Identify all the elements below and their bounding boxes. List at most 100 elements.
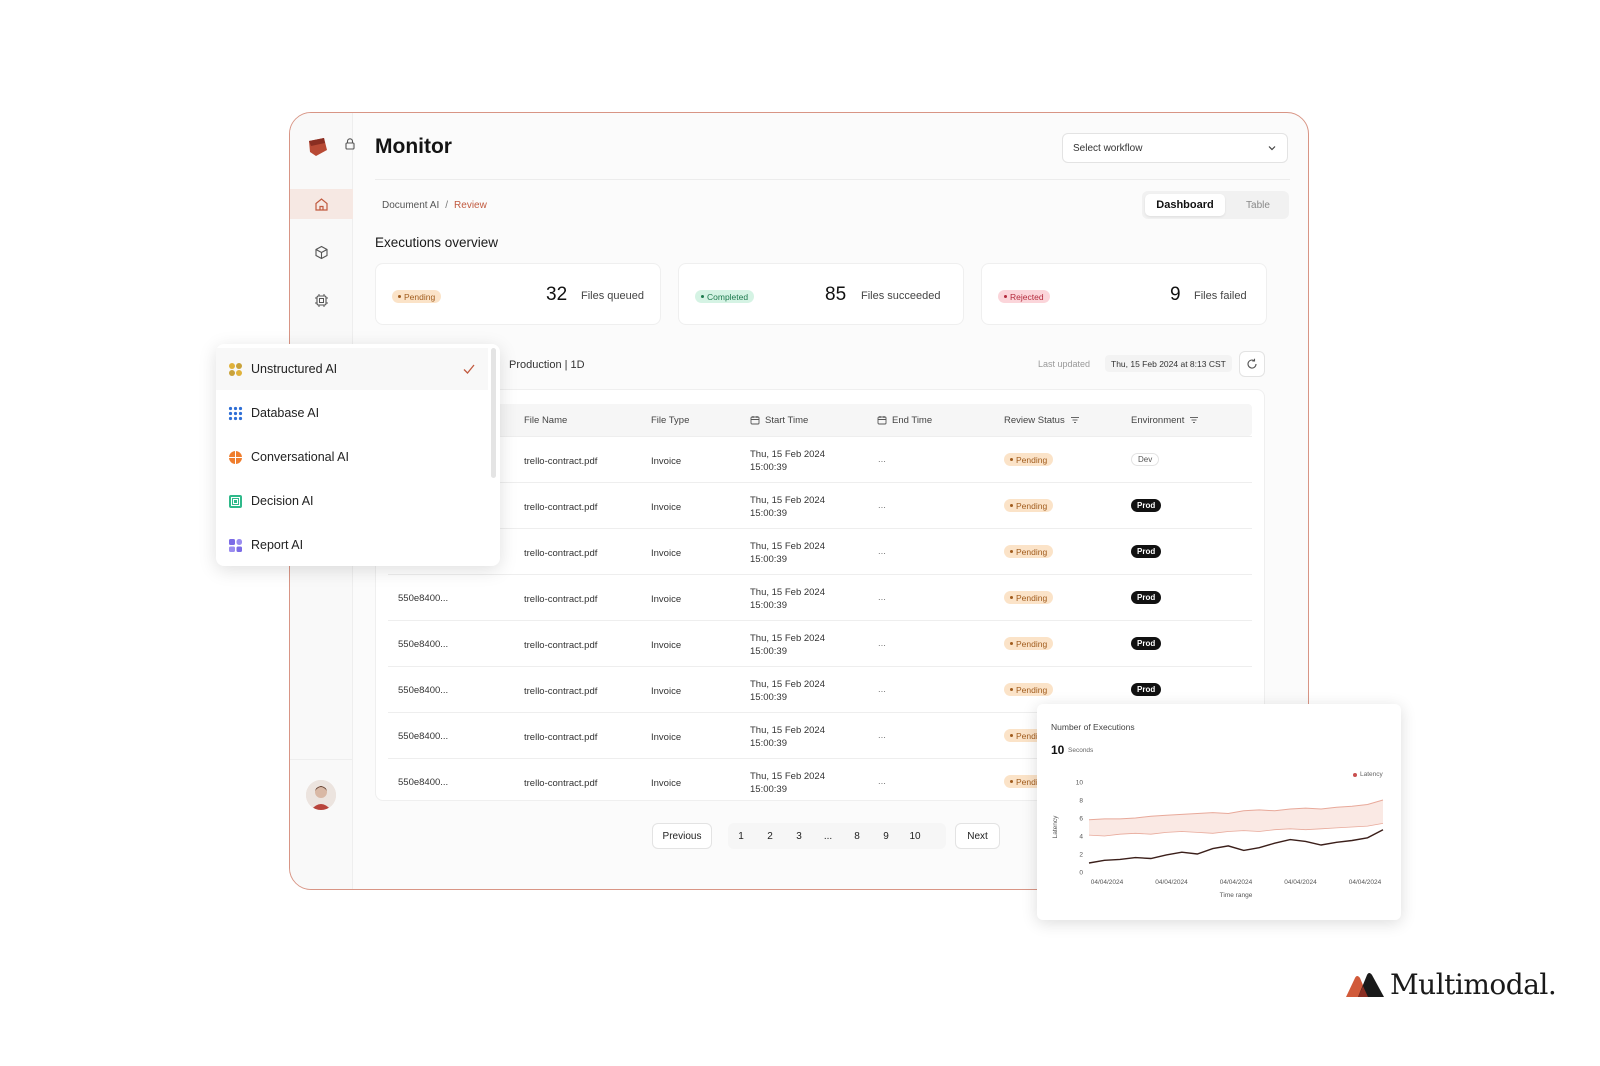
- file-name[interactable]: trello-contract.pdf: [524, 456, 598, 467]
- workflow-dropdown: Unstructured AI Database AI Conversation…: [216, 344, 500, 566]
- column-end-time[interactable]: End Time: [877, 404, 932, 436]
- table-row[interactable]: 550e8400... trello-contract.pdf Invoice Thu…: [388, 666, 1252, 712]
- table-row[interactable]: trello-contract.pdf Invoice Thu, 15 Feb 20…: [388, 482, 1252, 528]
- dropdown-item-label: Unstructured AI: [251, 362, 338, 376]
- environment-filter-label[interactable]: Production | 1D: [509, 359, 585, 371]
- table-row[interactable]: 550e8400... trello-contract.pdf Invoice Thu…: [388, 758, 1252, 804]
- env-badge: Prod: [1131, 591, 1162, 604]
- status-badge: Pending: [1004, 637, 1054, 650]
- file-name[interactable]: trello-contract.pdf: [524, 640, 598, 651]
- stat-card-rejected: Rejected 9 Files failed: [981, 263, 1267, 325]
- environment: Prod: [1131, 637, 1162, 650]
- file-name[interactable]: trello-contract.pdf: [524, 778, 598, 789]
- page-10-button[interactable]: 10: [909, 830, 921, 842]
- start-time: Thu, 15 Feb 2024 15:00:39: [750, 725, 825, 749]
- column-review-status[interactable]: Review Status: [1004, 404, 1080, 436]
- dropdown-item-conversational-ai[interactable]: Conversational AI: [216, 436, 488, 478]
- file-type: Invoice: [651, 502, 682, 513]
- status-badge: Pending: [1004, 591, 1054, 604]
- execution-id: 550e8400...: [398, 731, 449, 742]
- workflow-select[interactable]: Select workflow: [1062, 133, 1288, 163]
- table-row[interactable]: trello-contract.pdf Invoice Thu, 15 Feb 20…: [388, 528, 1252, 574]
- end-time: ...: [878, 638, 886, 649]
- column-file-type[interactable]: File Type: [651, 414, 690, 426]
- dropdown-item-report-ai[interactable]: Report AI: [216, 524, 488, 566]
- stat-value: 32: [546, 284, 568, 305]
- tab-table[interactable]: Table: [1246, 199, 1270, 211]
- page-3-button[interactable]: 3: [796, 830, 802, 842]
- table-row[interactable]: 550e8400... trello-contract.pdf Invoice Thu…: [388, 620, 1252, 666]
- stat-card-completed: Completed 85 Files succeeded: [678, 263, 964, 325]
- execution-id: 550e8400...: [398, 593, 449, 604]
- sidebar-item-home[interactable]: [290, 189, 353, 219]
- previous-page-button[interactable]: Previous: [652, 823, 712, 849]
- environment: Prod: [1131, 545, 1162, 558]
- filter-icon[interactable]: [1189, 415, 1199, 425]
- page-8-button[interactable]: 8: [854, 830, 860, 842]
- column-start-time[interactable]: Start Time: [750, 404, 808, 436]
- end-time: ...: [878, 546, 886, 557]
- chart-legend: Latency: [1353, 771, 1383, 778]
- sidebar-item-settings[interactable]: [290, 285, 353, 315]
- dropdown-item-label: Database AI: [251, 406, 320, 420]
- tab-dashboard[interactable]: Dashboard: [1145, 194, 1225, 216]
- breadcrumb-separator: /: [445, 200, 449, 211]
- file-name[interactable]: trello-contract.pdf: [524, 686, 598, 697]
- view-toggle: Dashboard Table: [1142, 191, 1289, 219]
- file-name[interactable]: trello-contract.pdf: [524, 548, 598, 559]
- env-badge: Dev: [1131, 453, 1160, 466]
- stat-value: 85: [825, 284, 847, 305]
- home-icon: [315, 197, 328, 211]
- file-name[interactable]: trello-contract.pdf: [524, 502, 598, 513]
- avatar[interactable]: [306, 780, 336, 810]
- status-badge: Pending: [1004, 453, 1054, 466]
- stat-card-pending: Pending 32 Files queued: [375, 263, 661, 325]
- page-2-button[interactable]: 2: [767, 830, 773, 842]
- file-type: Invoice: [651, 456, 682, 467]
- file-type: Invoice: [651, 548, 682, 559]
- status-badge: Pending: [1004, 683, 1054, 696]
- status-badge: Completed: [695, 290, 755, 303]
- end-time: ...: [878, 776, 886, 787]
- dropdown-item-decision-ai[interactable]: Decision AI: [216, 480, 488, 522]
- unstructured-ai-icon: [229, 362, 242, 376]
- breadcrumb-parent[interactable]: Document AI: [382, 200, 440, 211]
- review-status: Pending: [1004, 591, 1054, 604]
- workflow-select-value: Select workflow: [1073, 143, 1143, 154]
- review-status: Pending: [1004, 499, 1054, 512]
- filter-icon[interactable]: [1070, 415, 1080, 425]
- file-name[interactable]: trello-contract.pdf: [524, 732, 598, 743]
- user-avatar-icon: [306, 780, 336, 810]
- env-badge: Prod: [1131, 545, 1162, 558]
- next-page-button[interactable]: Next: [955, 823, 1000, 849]
- file-type: Invoice: [651, 594, 682, 605]
- refresh-button[interactable]: [1239, 351, 1265, 377]
- review-status: Pending: [1004, 545, 1054, 558]
- review-status: Pending: [1004, 453, 1054, 466]
- page-1-button[interactable]: 1: [738, 830, 744, 842]
- overview-title: Executions overview: [375, 235, 499, 250]
- calendar-icon: [877, 416, 887, 425]
- start-time: Thu, 15 Feb 2024 15:00:39: [750, 587, 825, 611]
- sidebar-item-models[interactable]: [290, 237, 353, 267]
- sidebar-footer: [290, 759, 353, 889]
- dropdown-item-unstructured-ai[interactable]: Unstructured AI: [216, 348, 488, 390]
- table-row[interactable]: trello-contract.pdf Invoice Thu, 15 Feb 20…: [388, 436, 1252, 482]
- file-name[interactable]: trello-contract.pdf: [524, 594, 598, 605]
- environment: Prod: [1131, 591, 1162, 604]
- dropdown-item-database-ai[interactable]: Database AI: [216, 392, 488, 434]
- dropdown-scrollbar[interactable]: [491, 348, 496, 478]
- report-ai-icon: [229, 538, 242, 552]
- refresh-icon: [1247, 358, 1257, 369]
- status-badge: Rejected: [998, 290, 1050, 303]
- breadcrumb-current[interactable]: Review: [454, 200, 487, 211]
- column-environment[interactable]: Environment: [1131, 404, 1199, 436]
- table-row[interactable]: 550e8400... trello-contract.pdf Invoice Thu…: [388, 574, 1252, 620]
- chip-icon: [315, 293, 328, 307]
- lock-icon[interactable]: [343, 137, 357, 151]
- environment: Prod: [1131, 683, 1162, 696]
- start-time: Thu, 15 Feb 2024 15:00:39: [750, 679, 825, 703]
- column-file-name[interactable]: File Name: [524, 414, 568, 426]
- page-9-button[interactable]: 9: [883, 830, 889, 842]
- calendar-icon: [750, 416, 760, 425]
